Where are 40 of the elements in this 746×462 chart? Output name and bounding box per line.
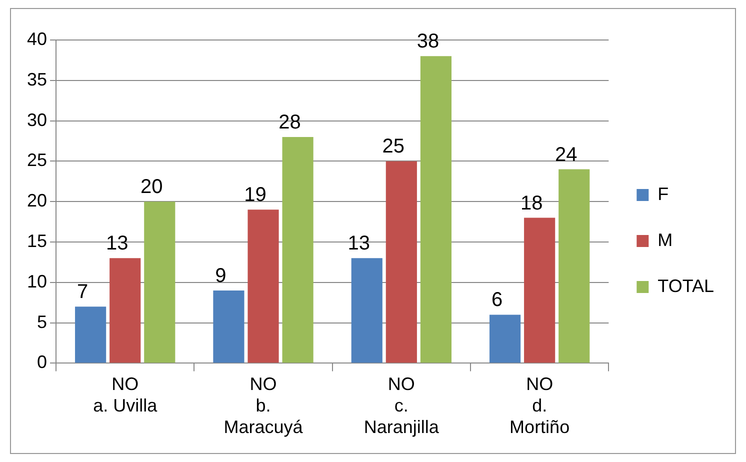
data-label: 18: [520, 192, 543, 214]
bar: [144, 202, 176, 363]
y-tick-label: 0: [37, 352, 48, 372]
bar: [558, 169, 590, 363]
x-tick-label: NO b. Maracuyá: [224, 374, 304, 438]
legend-label: M: [658, 230, 673, 250]
bar: [524, 218, 556, 363]
data-label: 20: [140, 176, 163, 198]
data-label: 6: [491, 289, 503, 312]
y-tick-label: 5: [37, 312, 48, 332]
bar: [386, 161, 417, 363]
data-label: 25: [382, 136, 405, 158]
data-label: 13: [348, 232, 370, 255]
y-tick-label: 30: [26, 110, 48, 130]
bar: [248, 210, 279, 363]
bar: [282, 136, 314, 363]
data-label: 38: [416, 30, 440, 53]
data-label: 28: [278, 111, 301, 134]
bar: [420, 56, 452, 363]
bar: [75, 306, 106, 363]
y-tick-label: 20: [26, 190, 48, 211]
bar: [351, 258, 382, 363]
data-label: 19: [244, 184, 266, 206]
x-tick-label: NO c. Naranjilla: [364, 374, 440, 438]
legend-label: F: [658, 184, 669, 204]
x-tick-label: NO d. Mortiño: [510, 374, 570, 438]
data-label: 24: [554, 144, 578, 166]
y-tick-label: 40: [26, 28, 48, 49]
x-tick-label: NO a. Uvilla: [93, 374, 158, 416]
y-tick-label: 10: [26, 271, 48, 292]
y-tick-label: 15: [26, 230, 48, 251]
y-tick-label: 35: [26, 69, 48, 90]
y-tick-label: 25: [26, 150, 48, 170]
data-label: 13: [106, 232, 128, 255]
data-label: 7: [77, 281, 88, 304]
bar: [110, 258, 141, 363]
legend-label: TOTAL: [658, 276, 714, 296]
bar: [213, 290, 244, 363]
bar: [489, 314, 521, 363]
data-label: 9: [215, 264, 226, 287]
